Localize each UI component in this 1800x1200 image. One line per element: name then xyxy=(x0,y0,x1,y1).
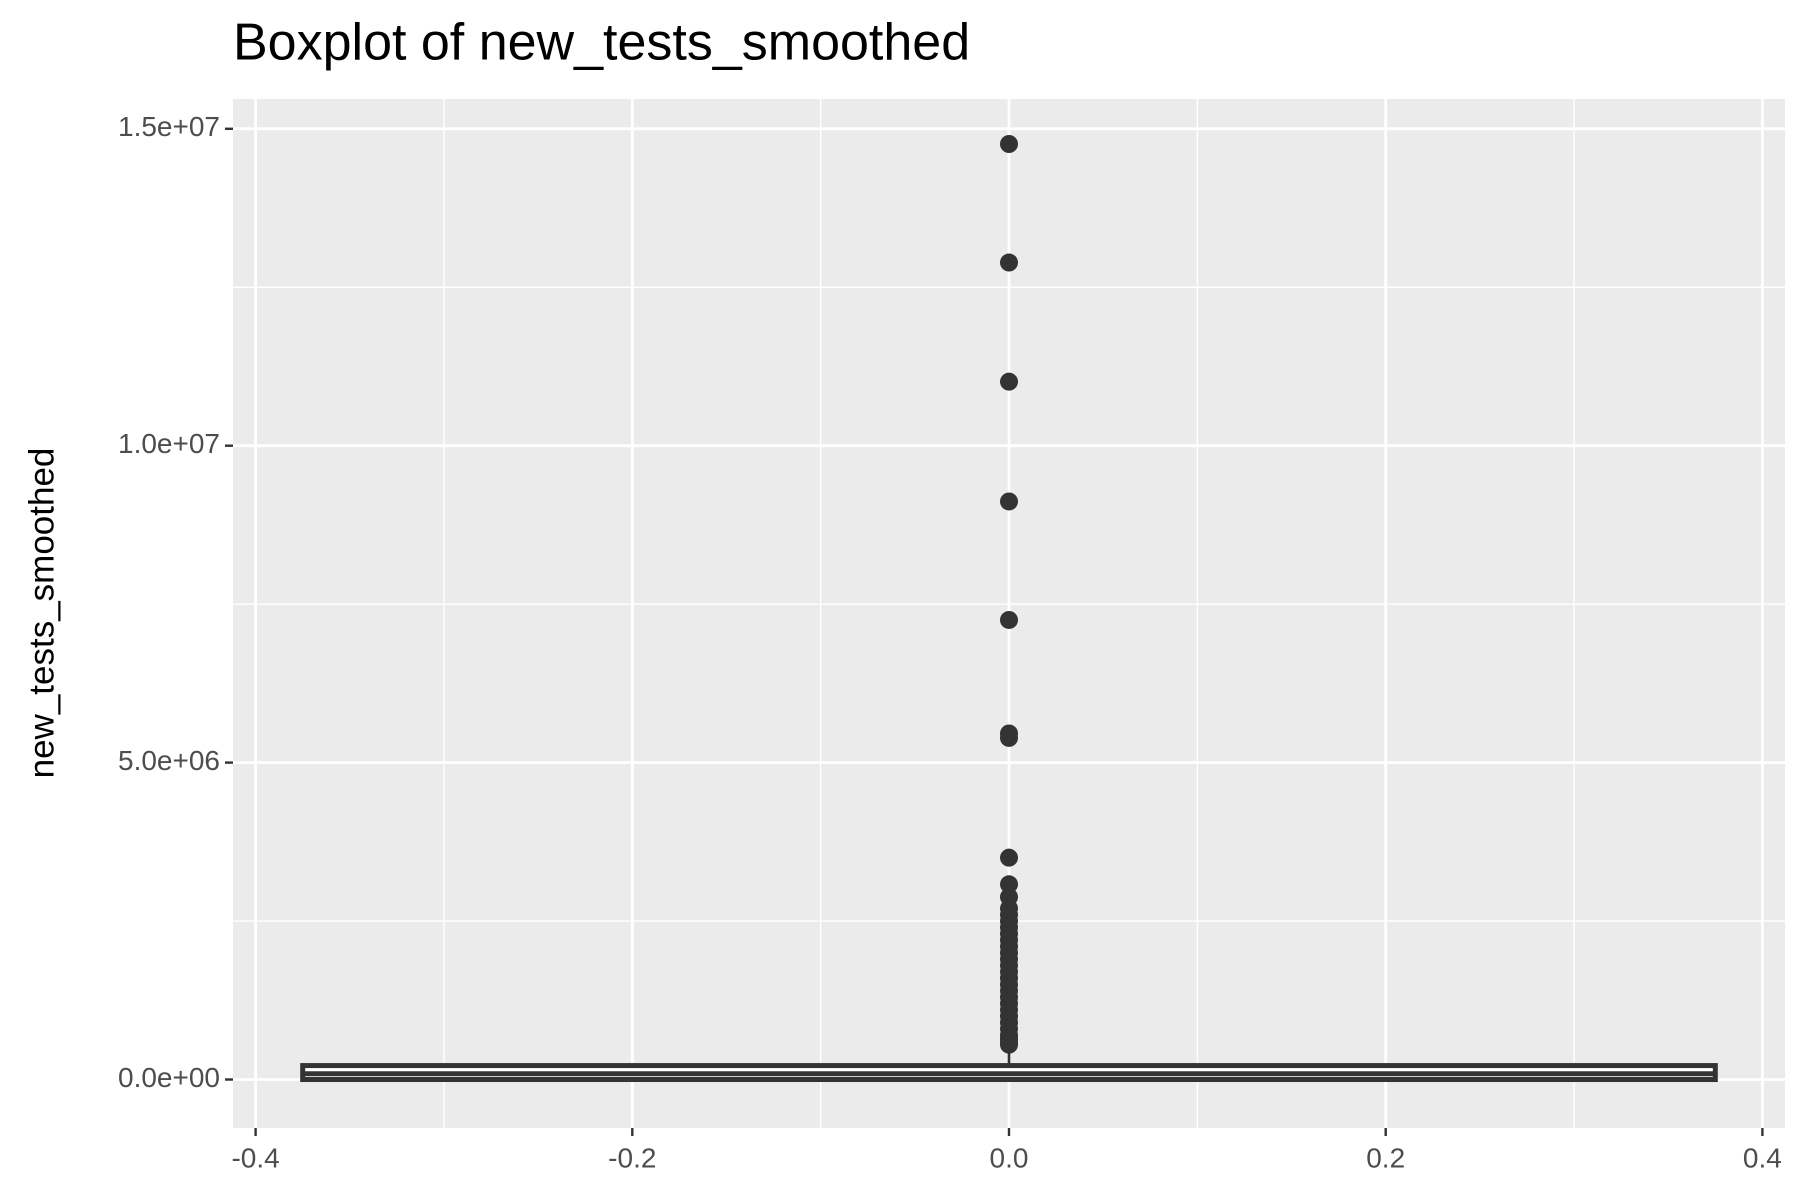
x-tick-label: 0.4 xyxy=(1743,1142,1782,1173)
y-tick-label: 0.0e+00 xyxy=(118,1062,220,1093)
outlier xyxy=(1000,372,1018,391)
outlier xyxy=(1000,848,1018,867)
x-tick-label: 0.2 xyxy=(1366,1142,1405,1173)
outlier xyxy=(1000,1035,1018,1054)
outlier xyxy=(1000,875,1018,894)
y-tick-label: 1.5e+07 xyxy=(118,111,220,142)
outlier xyxy=(1000,610,1018,629)
outlier xyxy=(1000,492,1018,511)
y-tick-label: 5.0e+06 xyxy=(118,745,220,776)
outlier xyxy=(1000,253,1018,272)
y-axis-label: new_tests_smoothed xyxy=(22,448,61,779)
y-tick-label: 1.0e+07 xyxy=(118,428,220,459)
chart-title: Boxplot of new_tests_smoothed xyxy=(233,14,970,72)
x-tick-label: -0.2 xyxy=(608,1142,656,1173)
outlier xyxy=(1000,728,1018,747)
x-tick-label: -0.4 xyxy=(231,1142,279,1173)
outlier xyxy=(1000,135,1018,154)
x-tick-label: 0.0 xyxy=(990,1142,1029,1173)
